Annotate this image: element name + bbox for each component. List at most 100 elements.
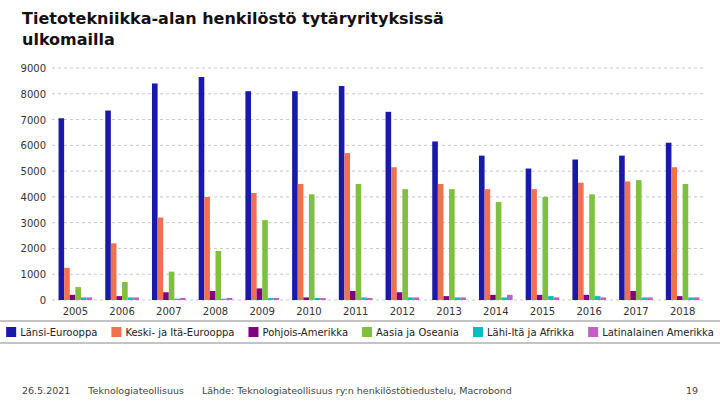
bar: [666, 143, 672, 300]
bar: [298, 184, 304, 300]
y-tick-label: 1000: [21, 269, 46, 280]
x-tick-label: 2018: [670, 306, 695, 317]
y-tick-label: 8000: [21, 89, 46, 100]
bar: [292, 91, 298, 300]
bar: [647, 297, 653, 300]
bar: [315, 298, 321, 300]
bar: [339, 86, 345, 300]
bar: [554, 297, 560, 300]
bar: [216, 251, 222, 300]
bar: [677, 296, 683, 300]
bar: [443, 296, 449, 300]
bar: [303, 297, 309, 300]
bar: [683, 184, 689, 300]
bar: [128, 297, 134, 300]
bar: [367, 298, 373, 300]
bar: [257, 288, 263, 300]
legend-swatch: [588, 327, 598, 337]
legend-swatch: [362, 327, 372, 337]
bar: [64, 268, 70, 300]
x-tick-label: 2013: [436, 306, 461, 317]
bar: [402, 189, 408, 300]
bar: [543, 197, 549, 300]
y-tick-label: 7000: [21, 115, 46, 126]
bar: [158, 218, 164, 300]
x-tick-label: 2007: [156, 306, 181, 317]
legend-swatch: [6, 327, 16, 337]
bar: [75, 287, 81, 300]
y-tick-label: 6000: [21, 140, 46, 151]
bar: [59, 118, 65, 300]
title: Tietotekniikka-alan henkilöstö tytäryrit…: [22, 9, 444, 28]
bar: [496, 202, 502, 300]
bar: [595, 296, 601, 300]
grid: [52, 68, 706, 300]
grid-line: [52, 119, 706, 120]
grid-line: [52, 171, 706, 172]
x-tick-label: 2015: [530, 306, 555, 317]
bar: [361, 297, 367, 300]
bar: [245, 91, 251, 300]
bar: [199, 77, 205, 300]
legend-label: Länsi-Eurooppa: [20, 327, 97, 338]
y-tick-label: 9000: [21, 63, 46, 74]
bar: [455, 297, 461, 300]
footer-text: Teknologiateollisuus: [87, 385, 184, 396]
x-tick-label: 2012: [390, 306, 415, 317]
bar: [485, 189, 491, 300]
bar: [204, 197, 210, 300]
y-tick-label: 3000: [21, 218, 46, 229]
bar: [414, 297, 420, 300]
bar: [636, 180, 642, 300]
bar: [70, 295, 76, 300]
legend-label: Pohjois-Amerikka: [262, 327, 348, 338]
legend-box: [0, 321, 720, 343]
y-tick-label: 2000: [21, 243, 46, 254]
x-tick-label: 2017: [623, 306, 648, 317]
bar: [386, 112, 392, 300]
bar: [688, 297, 694, 300]
bar: [116, 296, 122, 300]
bar: [537, 295, 543, 300]
x-tick-label: 2009: [249, 306, 274, 317]
x-tick-label: 2011: [343, 306, 368, 317]
bar: [479, 156, 485, 300]
legend: Länsi-EurooppaKeski- ja Itä-EurooppaPohj…: [0, 321, 720, 343]
y-tick-label: 0: [40, 295, 46, 306]
bar: [221, 299, 227, 300]
bar: [642, 297, 648, 300]
bar: [111, 243, 117, 300]
bar: [671, 167, 677, 300]
legend-swatch: [248, 327, 258, 337]
legend-swatch: [111, 327, 121, 337]
legend-swatch: [473, 327, 483, 337]
bar: [105, 111, 111, 300]
x-tick-label: 2005: [63, 306, 88, 317]
grid-line: [52, 68, 706, 69]
bar: [600, 297, 606, 300]
bar: [432, 141, 438, 300]
bar: [438, 184, 444, 300]
grid-line: [52, 145, 706, 146]
bar: [309, 194, 315, 300]
bar: [572, 160, 578, 300]
footer-text: Lähde: Teknologiateollisuus ry:n henkilö…: [202, 385, 512, 396]
bar: [87, 297, 93, 300]
bars: [59, 77, 700, 300]
bar: [619, 156, 625, 300]
bar: [174, 299, 180, 300]
bar: [227, 298, 233, 300]
bar: [694, 297, 700, 300]
bar: [584, 295, 590, 300]
grid-line: [52, 222, 706, 223]
grid-line: [52, 93, 706, 94]
bar: [344, 153, 350, 300]
bar: [350, 291, 356, 300]
bar: [460, 297, 466, 300]
bar: [180, 298, 186, 300]
bar: [152, 83, 158, 300]
bar: [122, 282, 128, 300]
subtitle: ulkomailla: [22, 30, 115, 49]
y-tick-label: 5000: [21, 166, 46, 177]
bar: [210, 291, 216, 300]
